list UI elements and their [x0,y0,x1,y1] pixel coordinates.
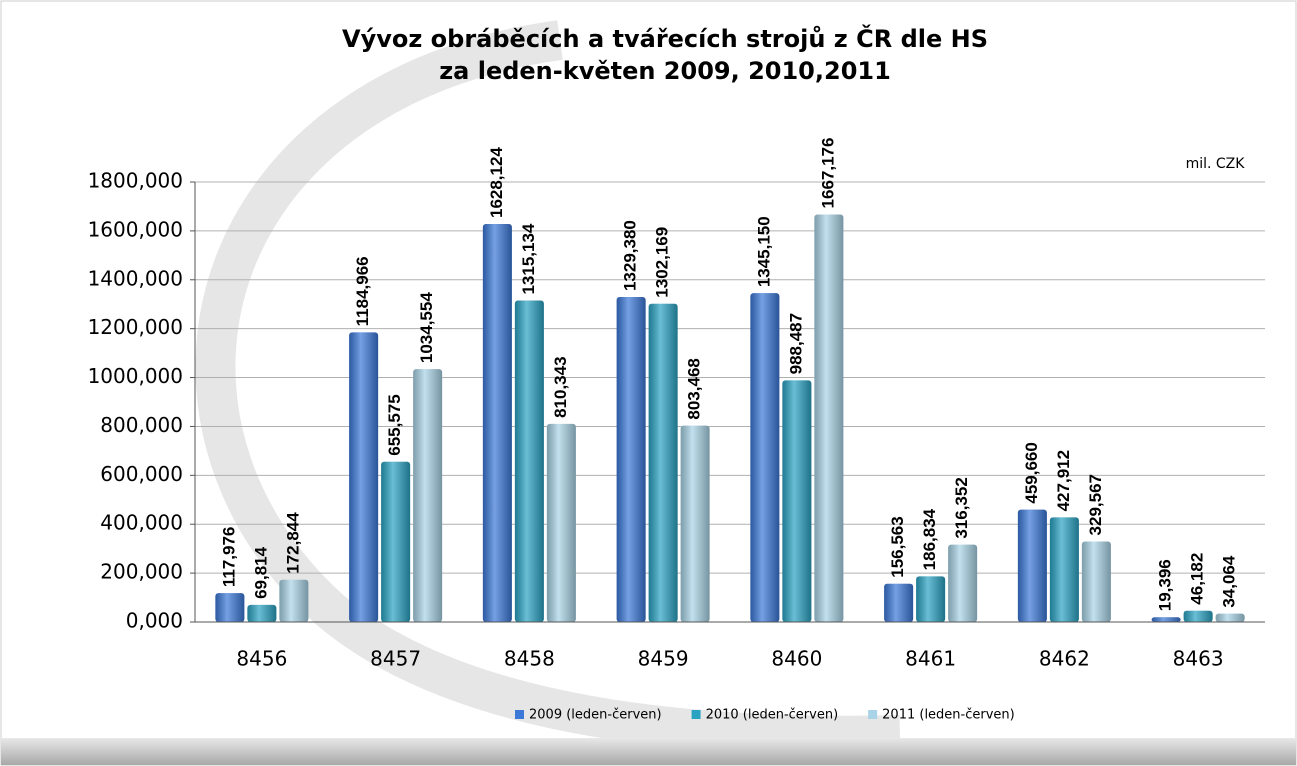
legend-swatch [515,710,524,719]
bar-shade [916,576,946,622]
bar-shade [948,544,978,622]
bar-shade [648,303,678,622]
y-tick-label: 1000,000 [88,364,183,388]
bar-shade [814,214,844,623]
legend-label: 2010 (leden-červen) [706,708,839,723]
y-tick-label: 0,000 [126,609,183,633]
x-tick-label: 8456 [236,647,287,671]
value-label: 316,352 [952,477,971,538]
value-label: 1184,966 [353,256,372,326]
x-tick-label: 8463 [1173,647,1224,671]
y-tick-label: 600,000 [100,462,183,486]
y-tick-label: 200,000 [100,560,183,584]
bar-shade [1081,541,1111,622]
chart-title: za leden-květen 2009, 2010,2011 [439,57,891,85]
value-label: 172,844 [283,512,302,574]
value-label: 117,976 [219,527,238,588]
value-label: 69,814 [251,546,270,599]
x-tick-label: 8458 [504,647,555,671]
y-tick-label: 400,000 [100,511,183,535]
value-label: 34,064 [1220,555,1239,608]
bar-shade [546,423,576,622]
bar-shade [1215,613,1245,622]
value-label: 1315,134 [519,223,538,294]
bar-shade [1151,617,1181,622]
chart-title: Vývoz obráběcích a tvářecích strojů z ČR… [342,23,988,53]
value-label: 1329,380 [621,220,640,291]
x-tick-label: 8459 [638,647,689,671]
value-label: 1302,169 [653,227,672,298]
bar-shade [514,300,544,622]
bar-shade [215,593,245,622]
decor-swoosh [195,20,901,756]
y-tick-label: 1800,000 [88,169,183,193]
bar-shade [884,583,914,622]
x-tick-label: 8460 [771,647,822,671]
legend-label: 2011 (leden-červen) [882,708,1015,723]
x-tick-label: 8462 [1039,647,1090,671]
x-tick-label: 8461 [905,647,956,671]
value-label: 655,575 [385,394,404,455]
bar-shade [381,461,411,622]
y-tick-label: 1200,000 [88,315,183,339]
value-label: 1345,150 [754,216,773,287]
value-label: 1667,176 [818,138,837,209]
bar-shade [247,604,277,622]
value-label: 19,396 [1156,559,1175,611]
bar-shade [1049,517,1079,622]
bar-shade [1183,610,1213,622]
bar-shade [279,579,309,622]
value-label: 810,343 [551,356,570,417]
bar-shade [782,380,812,622]
legend-label: 2009 (leden-červen) [529,708,662,723]
bar-shade [750,293,780,622]
footer-band [1,738,1296,765]
value-label: 803,468 [685,358,704,419]
unit-label: mil. CZK [1186,156,1246,172]
bar-shade [413,369,443,622]
y-tick-label: 1400,000 [88,266,183,290]
value-label: 427,912 [1054,450,1073,511]
value-label: 329,567 [1086,474,1105,535]
value-label: 1628,124 [487,147,506,218]
x-tick-label: 8457 [370,647,421,671]
value-label: 459,660 [1022,442,1041,503]
legend-swatch [868,710,878,719]
value-label: 46,182 [1188,553,1207,605]
value-label: 156,563 [888,516,907,577]
value-label: 988,487 [786,313,805,374]
y-tick-label: 800,000 [100,413,183,437]
legend: 2009 (leden-červen) 2010 (leden-červen) 20… [515,708,1015,723]
bar-shade [349,332,379,622]
bar-shade [1017,509,1047,622]
value-label: 186,834 [920,508,939,570]
bar-shade [482,224,512,622]
bar-shade [616,297,646,622]
value-label: 1034,554 [417,292,436,363]
bar-shade [680,425,710,622]
y-tick-label: 1600,000 [88,217,183,241]
legend-swatch [691,710,701,719]
